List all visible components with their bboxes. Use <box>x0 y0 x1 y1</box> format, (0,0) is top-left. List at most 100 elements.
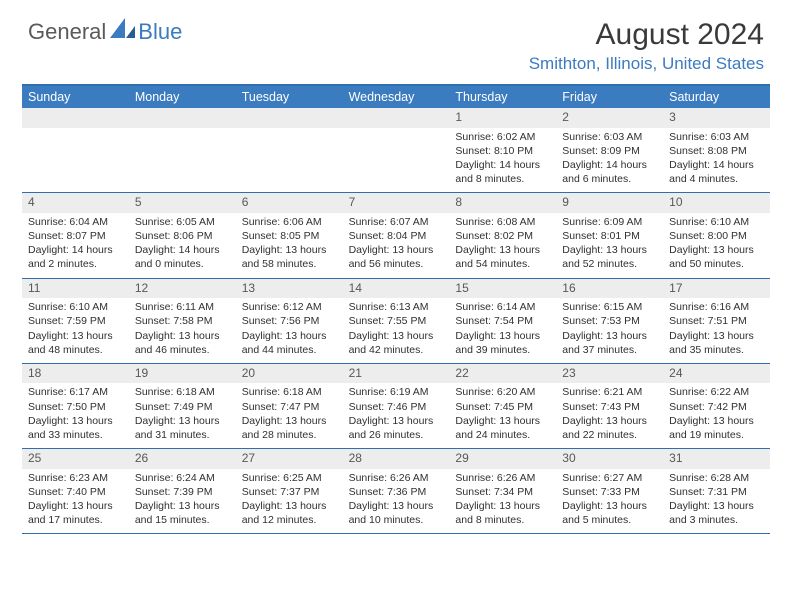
day-details <box>129 128 236 193</box>
daylight-line: Daylight: 13 hours and 15 minutes. <box>135 499 230 527</box>
daylight-line: Daylight: 13 hours and 22 minutes. <box>562 414 657 442</box>
sunrise-line: Sunrise: 6:14 AM <box>455 300 550 314</box>
day-details: Sunrise: 6:27 AMSunset: 7:33 PMDaylight:… <box>556 469 663 534</box>
day-number: 24 <box>663 364 770 384</box>
calendar-cell <box>343 108 450 192</box>
sunrise-line: Sunrise: 6:27 AM <box>562 471 657 485</box>
calendar-cell: 8Sunrise: 6:08 AMSunset: 8:02 PMDaylight… <box>449 193 556 277</box>
sunrise-line: Sunrise: 6:20 AM <box>455 385 550 399</box>
sunrise-line: Sunrise: 6:13 AM <box>349 300 444 314</box>
sunset-line: Sunset: 7:43 PM <box>562 400 657 414</box>
sunset-line: Sunset: 8:02 PM <box>455 229 550 243</box>
daylight-line: Daylight: 13 hours and 24 minutes. <box>455 414 550 442</box>
day-details: Sunrise: 6:07 AMSunset: 8:04 PMDaylight:… <box>343 213 450 278</box>
calendar-cell: 31Sunrise: 6:28 AMSunset: 7:31 PMDayligh… <box>663 449 770 533</box>
calendar-cell: 6Sunrise: 6:06 AMSunset: 8:05 PMDaylight… <box>236 193 343 277</box>
title-block: August 2024 Smithton, Illinois, United S… <box>529 18 764 74</box>
day-number: 30 <box>556 449 663 469</box>
daylight-line: Daylight: 14 hours and 0 minutes. <box>135 243 230 271</box>
daylight-line: Daylight: 13 hours and 19 minutes. <box>669 414 764 442</box>
calendar-cell: 28Sunrise: 6:26 AMSunset: 7:36 PMDayligh… <box>343 449 450 533</box>
calendar: SundayMondayTuesdayWednesdayThursdayFrid… <box>22 84 770 534</box>
sunrise-line: Sunrise: 6:08 AM <box>455 215 550 229</box>
day-number: 20 <box>236 364 343 384</box>
sunrise-line: Sunrise: 6:09 AM <box>562 215 657 229</box>
weekday-label: Sunday <box>22 86 129 108</box>
weekday-label: Thursday <box>449 86 556 108</box>
sunrise-line: Sunrise: 6:24 AM <box>135 471 230 485</box>
day-details: Sunrise: 6:22 AMSunset: 7:42 PMDaylight:… <box>663 383 770 448</box>
daylight-line: Daylight: 13 hours and 54 minutes. <box>455 243 550 271</box>
day-details: Sunrise: 6:24 AMSunset: 7:39 PMDaylight:… <box>129 469 236 534</box>
sunset-line: Sunset: 8:01 PM <box>562 229 657 243</box>
calendar-cell: 29Sunrise: 6:26 AMSunset: 7:34 PMDayligh… <box>449 449 556 533</box>
calendar-cell: 23Sunrise: 6:21 AMSunset: 7:43 PMDayligh… <box>556 364 663 448</box>
sunset-line: Sunset: 7:54 PM <box>455 314 550 328</box>
sunrise-line: Sunrise: 6:06 AM <box>242 215 337 229</box>
calendar-cell: 20Sunrise: 6:18 AMSunset: 7:47 PMDayligh… <box>236 364 343 448</box>
day-number: 15 <box>449 279 556 299</box>
calendar-cell: 15Sunrise: 6:14 AMSunset: 7:54 PMDayligh… <box>449 279 556 363</box>
sunset-line: Sunset: 7:49 PM <box>135 400 230 414</box>
daylight-line: Daylight: 13 hours and 50 minutes. <box>669 243 764 271</box>
day-number: 14 <box>343 279 450 299</box>
sunrise-line: Sunrise: 6:03 AM <box>562 130 657 144</box>
day-details: Sunrise: 6:03 AMSunset: 8:08 PMDaylight:… <box>663 128 770 193</box>
day-number: 10 <box>663 193 770 213</box>
daylight-line: Daylight: 13 hours and 58 minutes. <box>242 243 337 271</box>
day-details <box>236 128 343 193</box>
day-details: Sunrise: 6:16 AMSunset: 7:51 PMDaylight:… <box>663 298 770 363</box>
sunset-line: Sunset: 7:59 PM <box>28 314 123 328</box>
sunset-line: Sunset: 8:06 PM <box>135 229 230 243</box>
sunset-line: Sunset: 7:33 PM <box>562 485 657 499</box>
calendar-cell: 21Sunrise: 6:19 AMSunset: 7:46 PMDayligh… <box>343 364 450 448</box>
weekday-label: Wednesday <box>343 86 450 108</box>
calendar-cell: 9Sunrise: 6:09 AMSunset: 8:01 PMDaylight… <box>556 193 663 277</box>
day-number: 3 <box>663 108 770 128</box>
calendar-cell: 30Sunrise: 6:27 AMSunset: 7:33 PMDayligh… <box>556 449 663 533</box>
sunrise-line: Sunrise: 6:22 AM <box>669 385 764 399</box>
sunset-line: Sunset: 7:58 PM <box>135 314 230 328</box>
day-details: Sunrise: 6:26 AMSunset: 7:36 PMDaylight:… <box>343 469 450 534</box>
day-number <box>129 108 236 128</box>
calendar-cell <box>236 108 343 192</box>
sunset-line: Sunset: 7:56 PM <box>242 314 337 328</box>
day-details: Sunrise: 6:17 AMSunset: 7:50 PMDaylight:… <box>22 383 129 448</box>
day-number <box>22 108 129 128</box>
brand-second: Blue <box>138 19 182 45</box>
calendar-cell: 12Sunrise: 6:11 AMSunset: 7:58 PMDayligh… <box>129 279 236 363</box>
day-details: Sunrise: 6:21 AMSunset: 7:43 PMDaylight:… <box>556 383 663 448</box>
day-number: 26 <box>129 449 236 469</box>
day-details: Sunrise: 6:04 AMSunset: 8:07 PMDaylight:… <box>22 213 129 278</box>
calendar-week: 1Sunrise: 6:02 AMSunset: 8:10 PMDaylight… <box>22 108 770 193</box>
day-details: Sunrise: 6:18 AMSunset: 7:47 PMDaylight:… <box>236 383 343 448</box>
day-number: 6 <box>236 193 343 213</box>
calendar-cell: 4Sunrise: 6:04 AMSunset: 8:07 PMDaylight… <box>22 193 129 277</box>
sunrise-line: Sunrise: 6:15 AM <box>562 300 657 314</box>
day-number: 5 <box>129 193 236 213</box>
sunset-line: Sunset: 7:45 PM <box>455 400 550 414</box>
calendar-cell: 22Sunrise: 6:20 AMSunset: 7:45 PMDayligh… <box>449 364 556 448</box>
day-number: 1 <box>449 108 556 128</box>
day-details: Sunrise: 6:02 AMSunset: 8:10 PMDaylight:… <box>449 128 556 193</box>
daylight-line: Daylight: 13 hours and 52 minutes. <box>562 243 657 271</box>
day-number: 2 <box>556 108 663 128</box>
day-number: 16 <box>556 279 663 299</box>
day-details: Sunrise: 6:09 AMSunset: 8:01 PMDaylight:… <box>556 213 663 278</box>
sunset-line: Sunset: 8:07 PM <box>28 229 123 243</box>
day-details: Sunrise: 6:10 AMSunset: 8:00 PMDaylight:… <box>663 213 770 278</box>
sunset-line: Sunset: 7:51 PM <box>669 314 764 328</box>
day-details: Sunrise: 6:06 AMSunset: 8:05 PMDaylight:… <box>236 213 343 278</box>
daylight-line: Daylight: 14 hours and 2 minutes. <box>28 243 123 271</box>
day-number: 12 <box>129 279 236 299</box>
weekday-label: Monday <box>129 86 236 108</box>
day-number: 27 <box>236 449 343 469</box>
day-details: Sunrise: 6:08 AMSunset: 8:02 PMDaylight:… <box>449 213 556 278</box>
sunset-line: Sunset: 7:31 PM <box>669 485 764 499</box>
sunrise-line: Sunrise: 6:10 AM <box>669 215 764 229</box>
calendar-cell: 25Sunrise: 6:23 AMSunset: 7:40 PMDayligh… <box>22 449 129 533</box>
calendar-cell: 13Sunrise: 6:12 AMSunset: 7:56 PMDayligh… <box>236 279 343 363</box>
daylight-line: Daylight: 13 hours and 28 minutes. <box>242 414 337 442</box>
daylight-line: Daylight: 13 hours and 31 minutes. <box>135 414 230 442</box>
sunrise-line: Sunrise: 6:07 AM <box>349 215 444 229</box>
